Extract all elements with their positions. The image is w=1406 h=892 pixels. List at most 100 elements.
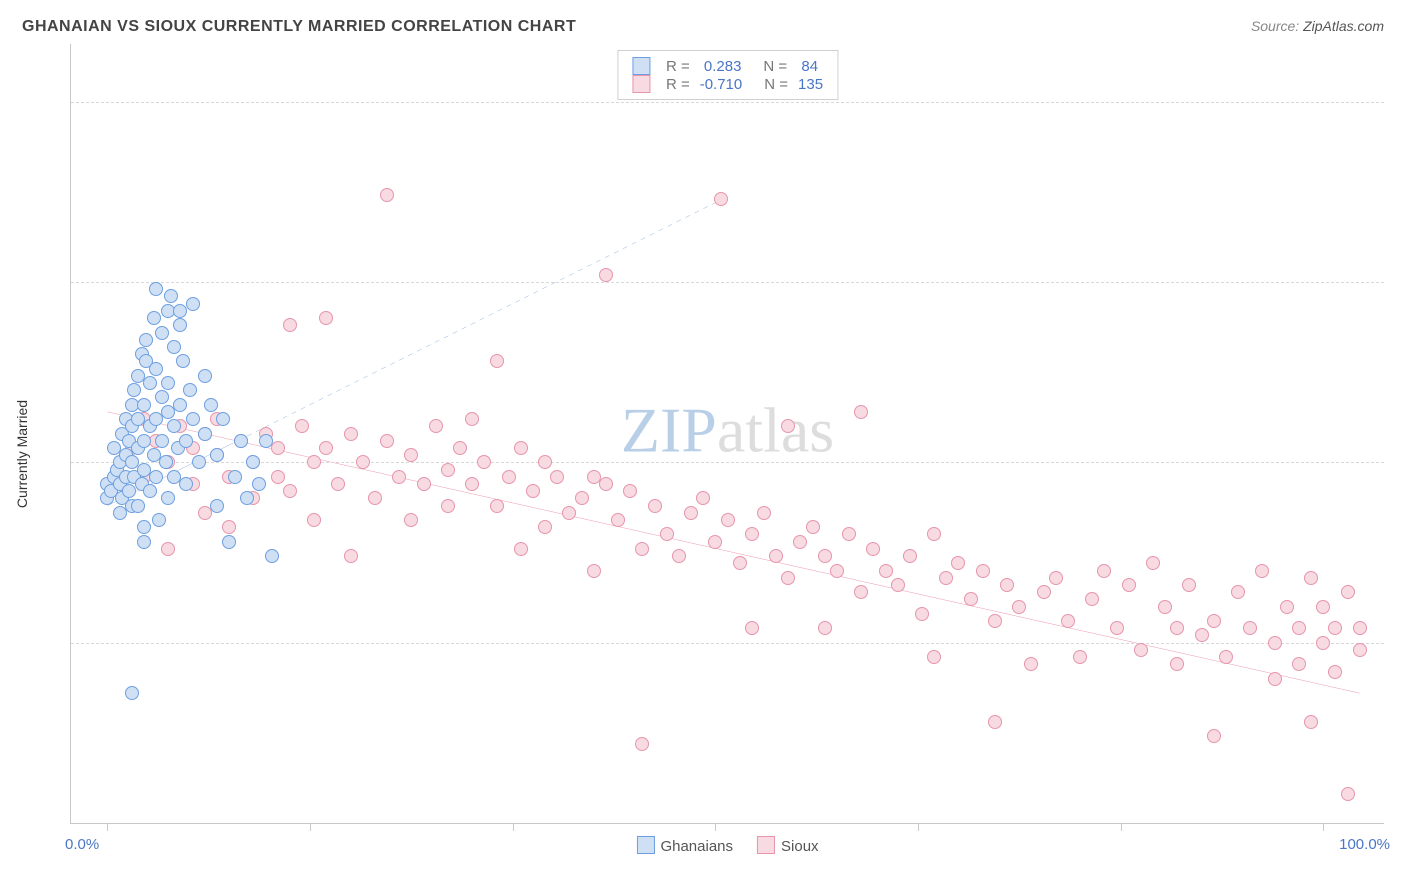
gridline-h [71, 462, 1384, 463]
watermark-zip: ZIP [621, 394, 717, 465]
scatter-point-sioux [951, 556, 965, 570]
stats-r-label: R = [666, 76, 690, 93]
legend-swatch [757, 836, 775, 854]
scatter-point-sioux [964, 592, 978, 606]
scatter-point-ghanaians [240, 491, 254, 505]
stats-row: R =-0.710N =135 [632, 75, 823, 93]
scatter-point-sioux [1170, 657, 1184, 671]
legend-swatch [636, 836, 654, 854]
scatter-point-sioux [526, 484, 540, 498]
scatter-point-ghanaians [246, 455, 260, 469]
watermark: ZIPatlas [621, 393, 834, 467]
scatter-point-sioux [465, 477, 479, 491]
scatter-point-sioux [714, 192, 728, 206]
scatter-point-ghanaians [149, 362, 163, 376]
source-prefix: Source: [1251, 18, 1303, 34]
scatter-point-sioux [1353, 621, 1367, 635]
stats-r-value: -0.710 [700, 76, 743, 93]
stats-box: R = 0.283N = 84R =-0.710N =135 [617, 50, 838, 100]
scatter-point-sioux [380, 434, 394, 448]
scatter-point-ghanaians [131, 499, 145, 513]
scatter-point-ghanaians [186, 297, 200, 311]
scatter-point-sioux [1158, 600, 1172, 614]
scatter-point-ghanaians [173, 318, 187, 332]
scatter-point-ghanaians [192, 455, 206, 469]
scatter-point-sioux [1292, 657, 1306, 671]
scatter-point-sioux [927, 527, 941, 541]
scatter-point-ghanaians [159, 455, 173, 469]
x-tick [310, 823, 311, 831]
scatter-point-ghanaians [234, 434, 248, 448]
scatter-point-sioux [1012, 600, 1026, 614]
scatter-point-sioux [1219, 650, 1233, 664]
scatter-point-ghanaians [179, 477, 193, 491]
y-axis-label: Currently Married [14, 400, 30, 508]
trendline-ghanaians [229, 203, 715, 445]
scatter-point-sioux [1037, 585, 1051, 599]
scatter-point-sioux [429, 419, 443, 433]
scatter-point-ghanaians [155, 326, 169, 340]
scatter-point-sioux [818, 549, 832, 563]
scatter-point-sioux [319, 441, 333, 455]
scatter-point-sioux [1280, 600, 1294, 614]
y-tick-label: 50.0% [1392, 454, 1406, 471]
stats-r-label: R = [666, 58, 690, 75]
y-tick-label: 75.0% [1392, 274, 1406, 291]
scatter-point-ghanaians [149, 282, 163, 296]
scatter-point-sioux [854, 405, 868, 419]
scatter-point-ghanaians [161, 376, 175, 390]
scatter-point-sioux [1110, 621, 1124, 635]
stats-n-label: N = [764, 76, 788, 93]
x-tick [513, 823, 514, 831]
scatter-point-sioux [1061, 614, 1075, 628]
x-axis-label: 100.0% [1339, 836, 1390, 853]
scatter-point-ghanaians [198, 369, 212, 383]
scatter-point-sioux [1316, 600, 1330, 614]
scatter-point-sioux [781, 571, 795, 585]
scatter-point-sioux [793, 535, 807, 549]
scatter-point-ghanaians [216, 412, 230, 426]
y-tick-label: 25.0% [1392, 634, 1406, 651]
chart-title: GHANAIAN VS SIOUX CURRENTLY MARRIED CORR… [22, 18, 576, 36]
scatter-point-sioux [854, 585, 868, 599]
scatter-point-sioux [672, 549, 686, 563]
scatter-point-sioux [1170, 621, 1184, 635]
scatter-point-sioux [562, 506, 576, 520]
stats-swatch [632, 75, 650, 93]
x-tick [1323, 823, 1324, 831]
scatter-point-sioux [1304, 715, 1318, 729]
stats-n-value: 84 [797, 58, 818, 75]
scatter-point-sioux [721, 513, 735, 527]
scatter-point-sioux [927, 650, 941, 664]
source-name: ZipAtlas.com [1303, 18, 1384, 34]
scatter-point-sioux [660, 527, 674, 541]
scatter-point-sioux [1341, 585, 1355, 599]
stats-row: R = 0.283N = 84 [632, 57, 823, 75]
chart-container: Currently Married ZIPatlas R = 0.283N = … [22, 44, 1384, 864]
gridline-h [71, 282, 1384, 283]
scatter-point-sioux [781, 419, 795, 433]
scatter-point-ghanaians [149, 470, 163, 484]
scatter-point-sioux [1182, 578, 1196, 592]
scatter-point-sioux [623, 484, 637, 498]
scatter-point-ghanaians [147, 311, 161, 325]
source-credit: Source: ZipAtlas.com [1251, 18, 1384, 34]
x-axis-label: 0.0% [65, 836, 99, 853]
scatter-point-sioux [1353, 643, 1367, 657]
scatter-point-sioux [319, 311, 333, 325]
legend-item: Sioux [757, 836, 819, 855]
scatter-point-sioux [806, 520, 820, 534]
scatter-point-sioux [575, 491, 589, 505]
scatter-point-ghanaians [198, 427, 212, 441]
scatter-point-ghanaians [228, 470, 242, 484]
scatter-point-ghanaians [137, 434, 151, 448]
scatter-point-ghanaians [167, 340, 181, 354]
scatter-point-sioux [538, 455, 552, 469]
scatter-point-sioux [1146, 556, 1160, 570]
legend: GhanaiansSioux [636, 836, 818, 855]
gridline-h [71, 643, 1384, 644]
scatter-point-sioux [1195, 628, 1209, 642]
scatter-point-sioux [392, 470, 406, 484]
scatter-point-ghanaians [152, 513, 166, 527]
scatter-point-sioux [271, 441, 285, 455]
